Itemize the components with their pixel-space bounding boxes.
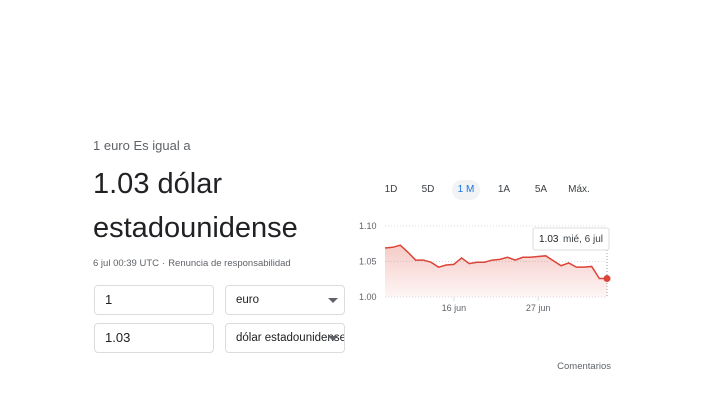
range-tab[interactable]: 1D	[384, 184, 398, 195]
x-tick-label: 16 jun	[442, 303, 467, 313]
area	[385, 245, 607, 297]
dropdown-caret	[328, 298, 338, 303]
result: 1.03 dólar estadounidense	[93, 168, 298, 244]
y-tick-label: 1.00	[359, 292, 377, 302]
timestamp-row: 6 jul 00:39 UTC · Renuncia de responsabili…	[93, 258, 294, 269]
y-tick-label: 1.05	[359, 257, 377, 267]
amount-from: 1	[105, 292, 113, 307]
range-tab[interactable]: 1A	[497, 184, 511, 195]
currency-from: euro	[236, 294, 260, 306]
subtitle: 1 euro Es igual a	[93, 138, 191, 153]
last-point	[603, 275, 611, 283]
range-tab[interactable]: 5D	[421, 184, 435, 195]
tooltip-date: mié, 6 jul	[563, 234, 603, 245]
timestamp: 6 jul 00:39 UTC	[93, 258, 160, 269]
feedback-link[interactable]: Comentarios	[557, 361, 611, 372]
dropdown-caret	[328, 336, 338, 341]
chart: 1.00 1.05 1.10 16 jun 27 jun 1.03 mié, 6 jul	[359, 221, 611, 313]
line	[384, 244, 607, 280]
currency-to-select[interactable]: dólar estadounidense	[225, 323, 345, 353]
tooltip: 1.03 mié, 6 jul	[532, 227, 610, 251]
currency-to: dólar estadounidense	[236, 332, 345, 344]
range-tab[interactable]: Máx.	[568, 184, 590, 195]
amount-from-input[interactable]: 1	[94, 285, 214, 315]
y-tick-label: 1.10	[359, 221, 377, 231]
currency-from-select[interactable]: euro	[225, 285, 345, 315]
separator: ·	[162, 258, 166, 269]
range-tab[interactable]: 1 M	[452, 180, 480, 200]
range-tab[interactable]: 5A	[534, 184, 548, 195]
disclaimer-link[interactable]: Renuncia de responsabilidad	[168, 258, 291, 269]
amount-to: 1.03	[105, 330, 131, 345]
amount-to-input[interactable]: 1.03	[94, 323, 214, 353]
tooltip-box	[532, 227, 610, 251]
tooltip-value: 1.03	[539, 234, 559, 245]
x-tick-label: 27 jun	[526, 303, 551, 313]
